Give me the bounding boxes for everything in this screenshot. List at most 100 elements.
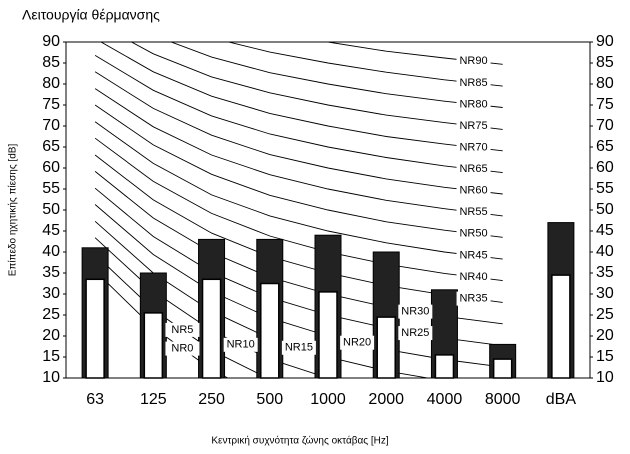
nr-label-bg	[456, 162, 491, 177]
nr-label-bg	[456, 248, 491, 263]
nr-label: NR75	[459, 120, 487, 132]
x-tick-label: 125	[140, 391, 167, 408]
y-tick-label: 20	[42, 327, 60, 344]
y-tick-label: 50	[42, 201, 60, 218]
nr-label-bg	[456, 140, 491, 155]
bar	[551, 274, 571, 379]
nr-label: NR15	[285, 342, 313, 354]
nr-label-bg	[456, 205, 491, 220]
nr-curve	[169, 42, 503, 108]
nr-label: NR80	[459, 98, 487, 110]
nr-label-bg	[456, 269, 491, 284]
y-tick-label: 15	[42, 348, 60, 365]
y2-tick-label: 50	[596, 201, 614, 218]
y2-tick-label: 25	[596, 306, 614, 323]
y-tick-label: 60	[42, 159, 60, 176]
y2-tick-label: 40	[596, 243, 614, 260]
nr-curve	[94, 137, 503, 282]
nr-label: NR35	[459, 293, 487, 305]
y2-tick-label: 75	[596, 96, 614, 113]
x-tick-label: dBA	[546, 391, 577, 408]
nr-curve	[94, 88, 503, 217]
y2-tick-label: 20	[596, 327, 614, 344]
nr-label: NR55	[459, 206, 487, 218]
bar	[85, 278, 105, 379]
y2-tick-label: 10	[596, 369, 614, 386]
nr-label-bg	[456, 226, 491, 241]
y2-tick-label: 45	[596, 222, 614, 239]
nr-label-bg	[165, 341, 200, 356]
nr-curve	[226, 42, 503, 87]
bar	[318, 291, 338, 379]
x-tick-label: 2000	[368, 391, 404, 408]
nr-curve	[94, 121, 503, 260]
y-tick-label: 40	[42, 243, 60, 260]
nr-curve	[94, 55, 503, 174]
y2-tick-label: 80	[596, 75, 614, 92]
y-tick-label: 30	[42, 285, 60, 302]
y2-tick-label: 30	[596, 285, 614, 302]
nr-label-bg	[456, 183, 491, 198]
nr-label: NR70	[459, 141, 487, 153]
y-tick-label: 65	[42, 138, 60, 155]
nr-label: NR30	[401, 306, 429, 318]
nr-label: NR10	[227, 339, 255, 351]
nr-label: NR45	[459, 249, 487, 261]
y-tick-label: 90	[42, 33, 60, 50]
curve-layer	[94, 42, 503, 378]
y-tick-label: 25	[42, 306, 60, 323]
x-axis-label: Κεντρική συχνότητα ζώνης οκτάβας [Hz]	[211, 435, 389, 447]
nr-label-bg	[456, 97, 491, 112]
nr-label-bg	[456, 291, 491, 306]
nr-label: NR25	[401, 327, 429, 339]
nr-curve	[94, 71, 503, 195]
x-tick-label: 500	[256, 391, 283, 408]
y-tick-label: 35	[42, 264, 60, 281]
nr-label: NR85	[459, 77, 487, 89]
bar-layer	[81, 222, 575, 379]
bar	[492, 358, 513, 379]
x-tick-label: 63	[86, 391, 104, 408]
nr-label-bg	[281, 340, 316, 355]
y-tick-label: 85	[42, 54, 60, 71]
bar	[260, 282, 280, 379]
nr-label: NR60	[459, 185, 487, 197]
nr-label-bg	[165, 322, 200, 337]
nr-label-bg	[456, 119, 491, 133]
nr-label-bg	[340, 335, 375, 350]
nr-label-bg	[456, 54, 491, 69]
nr-label: NR0	[171, 343, 193, 355]
bar	[143, 312, 164, 379]
nr-label: NR90	[459, 55, 487, 67]
y2-tick-label: 85	[596, 54, 614, 71]
y2-tick-label: 60	[596, 159, 614, 176]
y2-tick-label: 65	[596, 138, 614, 155]
x-tick-label: 1000	[310, 391, 346, 408]
y-tick-label: 80	[42, 75, 60, 92]
y2-tick-label: 55	[596, 180, 614, 197]
bar	[201, 278, 222, 379]
y-axis-label: Επίπεδο ηχητικής πίεσης [dB]	[7, 144, 19, 277]
y-tick-label: 10	[42, 369, 60, 386]
bar	[434, 354, 455, 379]
y-tick-label: 45	[42, 222, 60, 239]
nr-curve	[94, 104, 503, 238]
x-tick-label: 8000	[485, 391, 521, 408]
bar	[376, 316, 396, 379]
x-tick-label: 250	[198, 391, 225, 408]
y2-tick-label: 35	[596, 264, 614, 281]
y-tick-label: 55	[42, 180, 60, 197]
y2-tick-label: 70	[596, 117, 614, 134]
y2-tick-label: 15	[596, 348, 614, 365]
y-tick-label: 70	[42, 117, 60, 134]
y2-tick-label: 90	[596, 33, 614, 50]
nr-label: NR5	[171, 324, 193, 336]
nr-curve	[325, 42, 503, 65]
nr-label: NR50	[459, 228, 487, 240]
nr-label: NR20	[343, 337, 371, 349]
nr-label-bg	[223, 337, 258, 352]
nr-label-bg	[398, 326, 433, 341]
nr-label-bg	[398, 304, 433, 319]
nr-label: NR40	[459, 271, 487, 283]
